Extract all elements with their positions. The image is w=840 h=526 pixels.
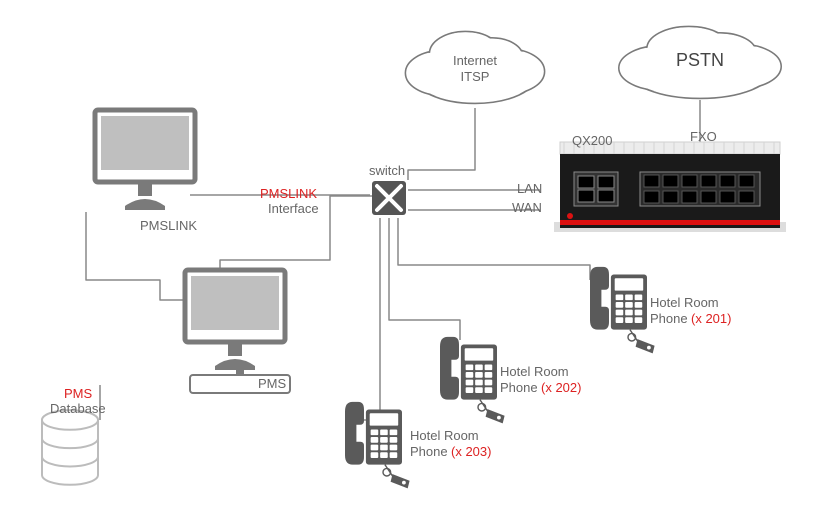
label-qx200: QX200 bbox=[572, 133, 612, 148]
label-switch: switch bbox=[369, 163, 405, 178]
database-icon bbox=[42, 410, 98, 485]
label-phone201b: Phone bbox=[650, 311, 688, 326]
label-phone201a: Hotel Room bbox=[650, 295, 719, 310]
switch-icon bbox=[372, 181, 406, 215]
label-fxo: FXO bbox=[690, 129, 717, 144]
label-pmslink: PMSLINK bbox=[140, 218, 197, 233]
label-phone203x: (x 203) bbox=[451, 444, 491, 459]
label-phone202x: (x 202) bbox=[541, 380, 581, 395]
label-pmslinkIf1: PMSLINK bbox=[260, 186, 317, 201]
label-phone201x: (x 201) bbox=[691, 311, 731, 326]
label-pmsDb2: Database bbox=[50, 401, 106, 416]
label-phone202b: Phone bbox=[500, 380, 538, 395]
label-wan: WAN bbox=[512, 200, 542, 215]
qx200-device-icon bbox=[554, 142, 786, 232]
label-lan: LAN bbox=[517, 181, 542, 196]
label-phone202a: Hotel Room bbox=[500, 364, 569, 379]
label-phone203b: Phone bbox=[410, 444, 448, 459]
label-pms: PMS bbox=[258, 376, 287, 391]
label-pmsDb1: PMS bbox=[64, 386, 93, 401]
svg-text:PSTN: PSTN bbox=[676, 50, 724, 70]
svg-text:Internet: Internet bbox=[453, 53, 497, 68]
label-phone203a: Hotel Room bbox=[410, 428, 479, 443]
label-pmslinkIf2: Interface bbox=[268, 201, 319, 216]
svg-text:ITSP: ITSP bbox=[461, 69, 490, 84]
